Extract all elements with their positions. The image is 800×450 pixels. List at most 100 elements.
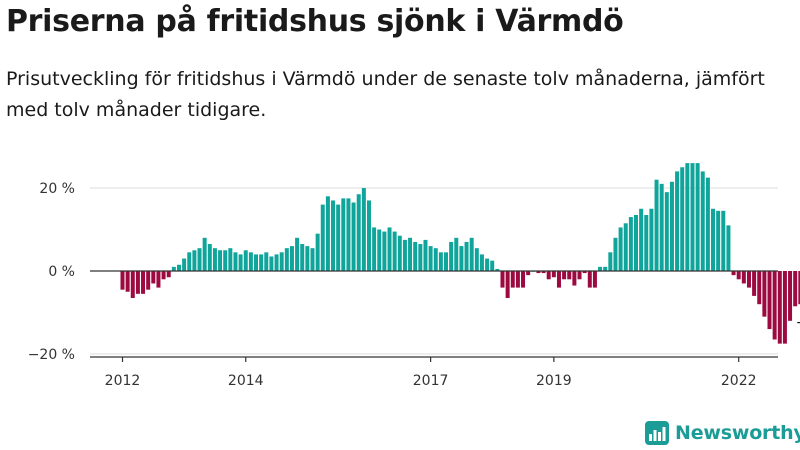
- bar: [382, 231, 387, 271]
- bar: [228, 248, 233, 272]
- bar: [474, 248, 479, 272]
- bar: [192, 250, 197, 271]
- bar: [408, 237, 413, 271]
- bar: [372, 227, 377, 272]
- bar: [793, 271, 798, 307]
- bar: [526, 271, 531, 276]
- axes: [90, 270, 778, 362]
- bar: [521, 271, 526, 288]
- bar: [649, 208, 654, 271]
- bar: [207, 244, 212, 272]
- bar: [346, 198, 351, 272]
- bar: [449, 241, 454, 271]
- bar: [331, 200, 336, 271]
- tick-labels: 20 %0 %−20 %201220142017201920222024−7 %: [28, 181, 800, 389]
- bar: [248, 252, 253, 271]
- bar: [695, 163, 700, 271]
- bar: [444, 252, 448, 271]
- bar: [418, 244, 423, 272]
- bars: [120, 163, 800, 344]
- bar: [135, 271, 140, 294]
- bar: [397, 235, 402, 271]
- bar: [151, 271, 156, 284]
- bar: [741, 271, 746, 284]
- bar: [264, 252, 269, 271]
- bar: [746, 271, 751, 288]
- bar: [146, 271, 151, 290]
- bar: [582, 271, 587, 274]
- bar: [705, 177, 710, 272]
- bar: [500, 271, 505, 288]
- bar: [762, 271, 767, 317]
- bar: [120, 271, 125, 290]
- bar: [700, 171, 705, 271]
- bar: [366, 200, 371, 271]
- bar: [721, 210, 726, 271]
- bar: [711, 208, 716, 271]
- bar: [161, 271, 166, 280]
- bar: [171, 266, 176, 271]
- x-tick-label: 2014: [228, 373, 264, 389]
- bar: [300, 244, 305, 272]
- bar: [567, 271, 572, 280]
- bar: [777, 271, 782, 344]
- bar: [454, 237, 459, 271]
- bar: [243, 250, 248, 271]
- bar: [428, 246, 433, 271]
- bar: [156, 271, 161, 288]
- bar: [685, 163, 690, 271]
- bar: [254, 254, 259, 271]
- bar: [628, 217, 633, 271]
- bar: [757, 271, 762, 305]
- bar: [361, 188, 366, 271]
- bar: [130, 271, 135, 298]
- bar: [515, 271, 520, 288]
- bar: [572, 271, 577, 286]
- bar: [752, 271, 757, 296]
- bar: [664, 192, 669, 271]
- bar: [634, 214, 638, 271]
- last-value-label: −7 %: [796, 315, 800, 331]
- bar: [495, 268, 500, 272]
- bar: [377, 229, 382, 271]
- bar: [166, 271, 171, 278]
- bar: [187, 252, 192, 271]
- bar: [618, 227, 623, 272]
- bar: [269, 256, 274, 272]
- bar: [279, 252, 284, 271]
- bar: [351, 202, 356, 271]
- bar: [541, 271, 546, 274]
- bar: [587, 271, 592, 288]
- bar: [654, 179, 659, 271]
- bar: [608, 252, 613, 271]
- bar: [603, 266, 608, 271]
- bar: [680, 167, 685, 271]
- bar: [485, 258, 490, 271]
- bar: [772, 271, 777, 340]
- x-tick-label: 2019: [536, 373, 572, 389]
- bar: [490, 260, 495, 272]
- bar: [289, 246, 294, 271]
- brand-logo: Newsworthy: [645, 420, 800, 446]
- bar: [336, 204, 341, 271]
- bar: [387, 227, 392, 272]
- bar: [536, 271, 541, 274]
- bar: [284, 248, 289, 272]
- bar: [202, 237, 207, 271]
- bar: [479, 254, 484, 271]
- bar-chart-logo-icon: [645, 421, 669, 445]
- bar: [510, 271, 515, 288]
- bar: [356, 194, 361, 271]
- bar: [669, 181, 674, 271]
- bar: [562, 271, 567, 280]
- bar: [310, 248, 315, 272]
- y-tick-label: 20 %: [39, 181, 75, 197]
- bar: [767, 271, 772, 330]
- bar: [675, 171, 680, 271]
- bar: [782, 271, 787, 344]
- bar: [223, 250, 228, 271]
- bar: [644, 214, 649, 271]
- bar: [464, 241, 469, 271]
- bar: [556, 271, 561, 288]
- bar: [433, 248, 438, 272]
